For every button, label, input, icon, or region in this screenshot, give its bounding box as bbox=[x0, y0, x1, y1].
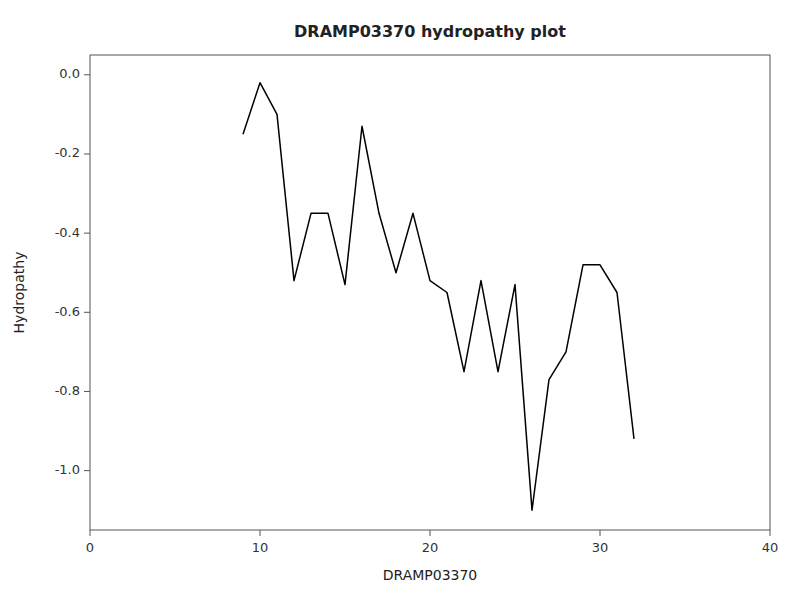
x-tick-label: 40 bbox=[762, 540, 779, 555]
y-axis: 0.0 -0.2 -0.4 -0.6 -0.8 -1.0 bbox=[55, 66, 90, 477]
y-axis-label: Hydropathy bbox=[11, 252, 27, 334]
x-tick bbox=[430, 530, 431, 536]
y-tick-label: -0.2 bbox=[55, 145, 80, 160]
y-tick bbox=[84, 391, 90, 392]
x-tick-label: 0 bbox=[86, 540, 94, 555]
x-tick bbox=[260, 530, 261, 536]
data-line bbox=[243, 83, 634, 511]
chart: 0 10 20 30 40 0.0 -0.2 -0.4 -0.6 -0.8 -1.0 DRAMP033… bbox=[0, 0, 800, 600]
y-tick-label: -1.0 bbox=[55, 462, 80, 477]
x-tick bbox=[770, 530, 771, 536]
title: DRAMP03370 hydropathy plot bbox=[294, 22, 566, 41]
x-tick-label: 20 bbox=[422, 540, 439, 555]
y-tick bbox=[84, 470, 90, 471]
y-tick bbox=[84, 74, 90, 75]
x-tick bbox=[90, 530, 91, 536]
x-tick bbox=[600, 530, 601, 536]
page: {"chart_data": {"type": "line", "title":… bbox=[0, 0, 800, 600]
x-axis: 0 10 20 30 40 bbox=[86, 530, 778, 555]
x-tick-label: 30 bbox=[592, 540, 609, 555]
y-tick bbox=[84, 312, 90, 313]
y-tick-label: -0.4 bbox=[55, 225, 80, 240]
y-tick bbox=[84, 153, 90, 154]
x-axis-label: DRAMP03370 bbox=[383, 567, 478, 583]
chart-container: 0 10 20 30 40 0.0 -0.2 -0.4 -0.6 -0.8 -1.0 DRAMP033… bbox=[0, 0, 800, 600]
y-tick-label: -0.8 bbox=[55, 383, 80, 398]
y-tick bbox=[84, 233, 90, 234]
plot-area bbox=[243, 83, 634, 511]
y-tick-label: -0.6 bbox=[55, 304, 80, 319]
y-tick-label: 0.0 bbox=[59, 66, 80, 81]
plot-frame bbox=[90, 55, 770, 530]
x-tick-label: 10 bbox=[252, 540, 269, 555]
